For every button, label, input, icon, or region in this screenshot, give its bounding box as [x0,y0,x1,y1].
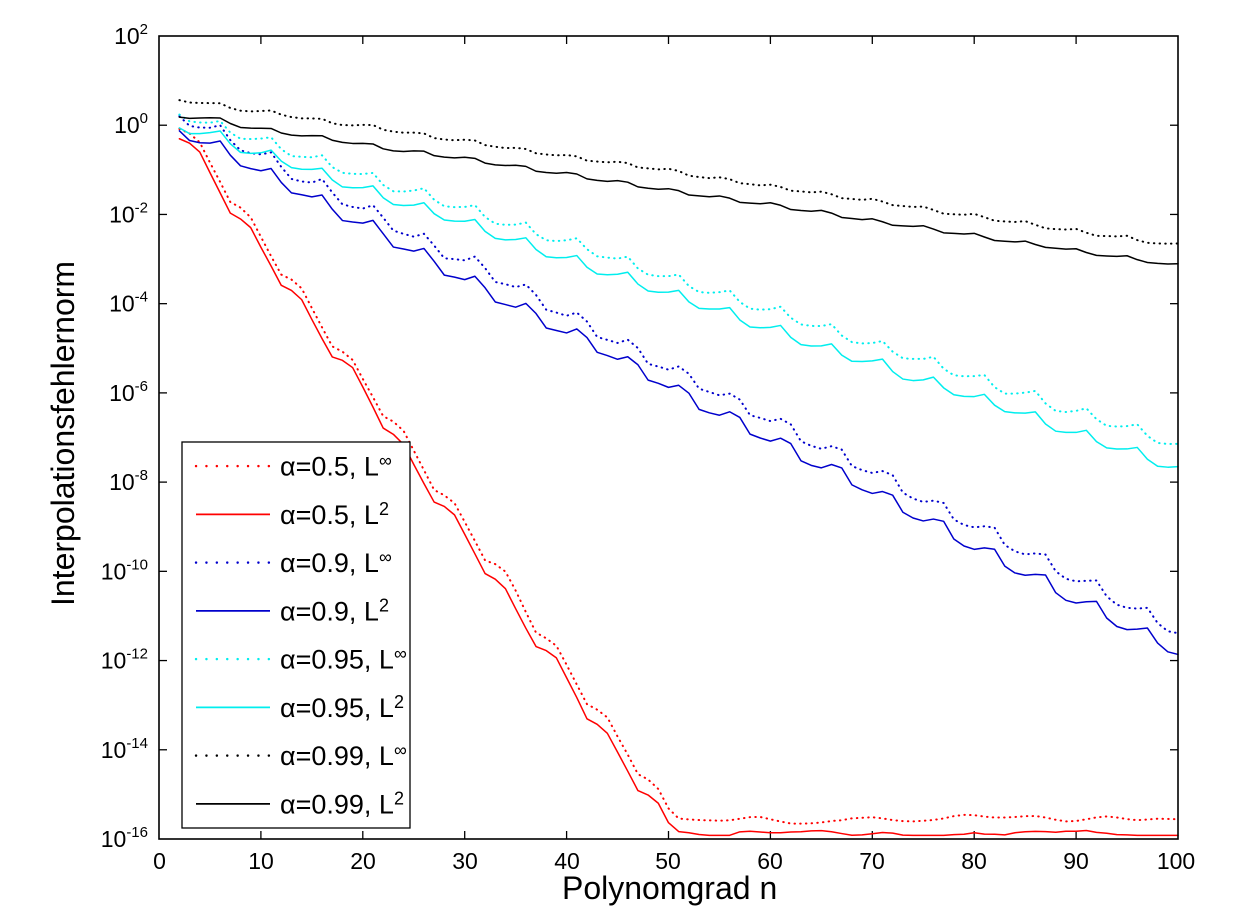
svg-text:10-10: 10-10 [101,556,148,584]
svg-text:α=0.9, L2: α=0.9, L2 [280,595,389,626]
svg-text:α=0.5, L2: α=0.5, L2 [280,499,389,530]
svg-text:10-14: 10-14 [101,735,148,763]
svg-text:α=0.9, L∞: α=0.9, L∞ [280,547,392,578]
svg-text:Interpolationsfehlernorm: Interpolationsfehlernorm [45,261,81,606]
svg-text:10-8: 10-8 [109,467,148,495]
svg-text:10-6: 10-6 [109,378,148,406]
svg-text:10-2: 10-2 [109,199,148,227]
svg-text:α=0.5, L∞: α=0.5, L∞ [280,451,392,482]
svg-text:10-4: 10-4 [109,289,148,317]
svg-text:α=0.99, L2: α=0.99, L2 [280,788,404,819]
svg-text:10-16: 10-16 [101,824,148,852]
svg-text:α=0.95, L2: α=0.95, L2 [280,692,404,723]
svg-text:10-12: 10-12 [101,646,148,674]
svg-text:α=0.99, L∞: α=0.99, L∞ [280,740,407,771]
svg-text:100: 100 [114,110,148,138]
svg-text:102: 102 [114,21,148,49]
svg-text:α=0.95, L∞: α=0.95, L∞ [280,644,407,675]
